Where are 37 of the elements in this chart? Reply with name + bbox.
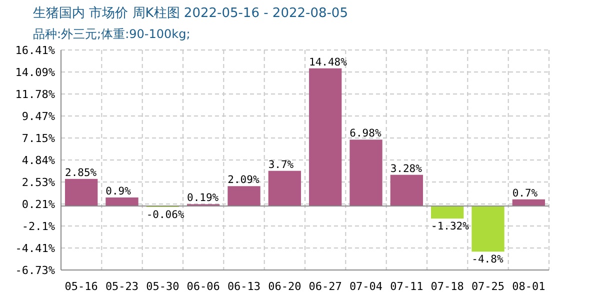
y-tick-label: 9.47% — [22, 110, 56, 123]
chart-subtitle: 品种:外三元;体重:90-100kg; — [33, 27, 190, 41]
data-label: 2.09% — [228, 174, 260, 186]
chart-title: 生猪国内 市场价 周K柱图 2022-05-16 - 2022-08-05 — [33, 6, 348, 21]
data-label: -1.32% — [431, 220, 470, 233]
x-tick-label: 05-30 — [146, 280, 180, 293]
x-tick-label: 08-01 — [512, 280, 546, 293]
data-label: 14.48% — [309, 56, 348, 68]
data-label: -4.8% — [472, 254, 504, 266]
x-tick-label: 07-18 — [430, 280, 464, 293]
x-tick-label: 07-25 — [471, 280, 505, 293]
data-label: 3.28% — [390, 162, 423, 175]
y-tick-label: 4.84% — [22, 154, 56, 167]
data-label: 6.98% — [350, 128, 382, 140]
data-label: 0.7% — [512, 187, 538, 200]
y-tick-label: 16.41% — [15, 44, 56, 57]
y-tick-label: -4.41% — [15, 242, 56, 255]
x-tick-label: 05-16 — [64, 280, 98, 293]
y-tick-label: 2.53% — [22, 176, 56, 189]
y-tick-label: 14.09% — [15, 66, 56, 80]
y-tick-label: 7.15% — [22, 132, 56, 146]
x-tick-label: 07-04 — [349, 280, 383, 293]
x-tick-label: 06-06 — [186, 280, 220, 293]
x-tick-label: 06-13 — [227, 280, 261, 293]
data-label: 2.85% — [65, 166, 98, 179]
x-tick-label: 06-20 — [268, 280, 302, 293]
data-label: 3.7% — [268, 158, 294, 171]
data-label: 0.19% — [187, 192, 220, 204]
data-label: 0.9% — [106, 185, 132, 198]
data-label: -0.06% — [146, 209, 185, 222]
y-tick-label: -6.73% — [15, 264, 56, 277]
y-tick-label: -2.1% — [22, 220, 56, 233]
x-tick-label: 06-27 — [308, 280, 342, 293]
y-tick-label: 11.78% — [15, 88, 56, 102]
x-tick-label: 05-23 — [105, 280, 139, 293]
x-tick-label: 07-11 — [390, 280, 424, 293]
y-tick-label: 0.21% — [22, 198, 56, 212]
